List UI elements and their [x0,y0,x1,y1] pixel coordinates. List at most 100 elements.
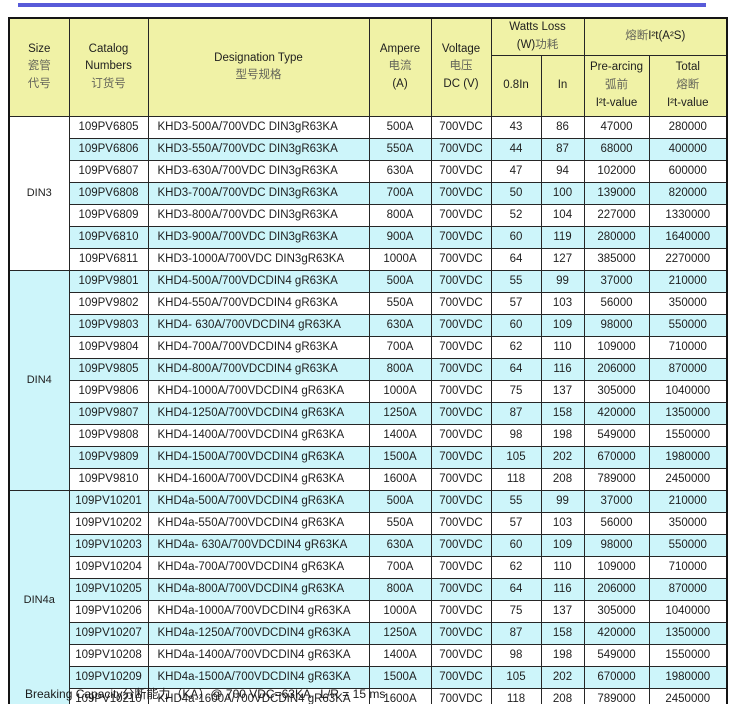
cell-ampere: 1400A [368,423,432,447]
cell-total-i2t: 1980000 [648,665,728,689]
cell-watts-08in: 62 [490,335,542,359]
col-header-catalog: Catalog Numbers 订货号 [68,17,149,117]
cell-watts-08in: 52 [490,203,542,227]
cell-watts-in: 202 [540,445,585,469]
cell-ampere: 700A [368,555,432,579]
cell-voltage: 700VDC [430,313,492,337]
table-row: 109PV10205 KHD4a-800A/700VDCDIN4 gR63KA 80… [9,577,728,601]
table-row: DIN4a 109PV10201 KHD4a-500A/700VDCDIN4 gR6… [8,489,728,704]
cell-designation: KHD4-1400A/700VDCDIN4 gR63KA [147,423,370,447]
table-row: 109PV9809 KHD4-1500A/700VDCDIN4 gR63KA 150… [9,445,728,469]
cell-prearcing-i2t: 670000 [583,445,650,469]
cell-catalog: 109PV9805 [68,357,149,381]
cell-designation: KHD4a-800A/700VDCDIN4 gR63KA [147,577,370,601]
watts-loss-en: Watts Loss [509,21,566,33]
cell-prearcing-i2t: 68000 [583,137,650,161]
cell-voltage: 700VDC [430,203,492,227]
cell-prearcing-i2t: 37000 [583,269,650,293]
cell-total-i2t: 1550000 [648,643,728,667]
cell-catalog: 109PV9806 [68,379,149,403]
cell-ampere: 1250A [368,621,432,645]
cell-watts-08in: 118 [490,687,542,704]
cell-voltage: 700VDC [430,489,492,513]
cell-total-i2t: 870000 [648,577,728,601]
cell-watts-in: 202 [540,665,585,689]
cell-total-i2t: 870000 [648,357,728,381]
cell-prearcing-i2t: 47000 [583,115,650,139]
col-header-in: In [540,54,585,117]
cell-catalog: 109PV6811 [68,247,149,271]
cell-catalog: 109PV10208 [68,643,149,667]
col-header-ampere-unit: (A) [392,78,408,91]
cell-watts-08in: 60 [490,225,542,249]
cell-total-i2t: 210000 [648,489,728,513]
cell-catalog: 109PV10202 [68,511,149,535]
cell-designation: KHD3-500A/700VDC DIN3gR63KA [147,115,370,139]
cell-ampere: 1400A [368,643,432,667]
cell-ampere: 630A [368,533,432,557]
cell-voltage: 700VDC [430,621,492,645]
col-header-size-cn1: 瓷管 [27,60,51,73]
cell-total-i2t: 1640000 [648,225,728,249]
col-header-ampere-cn: 电流 [388,60,412,73]
top-accent-bar [18,3,706,7]
cell-watts-in: 103 [540,291,585,315]
cell-voltage: 700VDC [430,467,492,491]
cell-voltage: 700VDC [430,643,492,667]
cell-voltage: 700VDC [430,401,492,425]
cell-ampere: 500A [368,269,432,293]
cell-prearcing-i2t: 206000 [583,357,650,381]
cell-prearcing-i2t: 56000 [583,291,650,315]
cell-watts-in: 103 [540,511,585,535]
col-header-size-cn2: 代号 [27,78,51,91]
col-header-size: Size 瓷管 代号 [8,17,70,117]
cell-designation: KHD4-1500A/700VDCDIN4 gR63KA [147,445,370,469]
cell-watts-in: 137 [540,379,585,403]
table-row: 109PV9803 KHD4- 630A/700VDCDIN4 gR63KA 630… [9,313,728,337]
table-row: DIN4 109PV9801 KHD4-500A/700VDCDIN4 gR63KA… [8,269,728,491]
cell-watts-in: 99 [540,269,585,293]
cell-total-i2t: 1550000 [648,423,728,447]
cell-prearcing-i2t: 109000 [583,555,650,579]
cell-prearcing-i2t: 139000 [583,181,650,205]
cell-watts-08in: 57 [490,511,542,535]
cell-ampere: 700A [368,335,432,359]
cell-ampere: 550A [368,291,432,315]
cell-prearcing-i2t: 98000 [583,533,650,557]
cell-ampere: 1600A [368,467,432,491]
cell-catalog: 109PV10204 [68,555,149,579]
cell-total-i2t: 550000 [648,533,728,557]
cell-total-i2t: 600000 [648,159,728,183]
cell-watts-08in: 55 [490,269,542,293]
cell-watts-08in: 57 [490,291,542,315]
cell-prearcing-i2t: 549000 [583,423,650,447]
cell-prearcing-i2t: 280000 [583,225,650,249]
cell-total-i2t: 550000 [648,313,728,337]
group-size-cell: DIN3 [8,115,70,271]
table-row: 109PV6807 KHD3-630A/700VDC DIN3gR63KA 630A… [9,159,728,183]
cell-watts-in: 109 [540,313,585,337]
cell-total-i2t: 400000 [648,137,728,161]
cell-voltage: 700VDC [430,555,492,579]
cell-total-i2t: 1980000 [648,445,728,469]
cell-designation: KHD4a-1500A/700VDCDIN4 gR63KA [147,665,370,689]
cell-voltage: 700VDC [430,577,492,601]
total-en: Total [675,60,700,73]
col-header-designation: Designation Type 型号规格 [147,17,370,117]
table-row: 109PV6810 KHD3-900A/700VDC DIN3gR63KA 900A… [9,225,728,249]
cell-ampere: 700A [368,181,432,205]
cell-watts-in: 198 [540,423,585,447]
cell-watts-08in: 55 [490,489,542,513]
cell-watts-in: 119 [540,225,585,249]
breaking-capacity-note: Breaking Capacity分断能力（KA）@ 700 VDC=63KA … [25,687,386,701]
cell-catalog: 109PV9801 [68,269,149,293]
cell-voltage: 700VDC [430,159,492,183]
cell-designation: KHD4-1000A/700VDCDIN4 gR63KA [147,379,370,403]
table-row: DIN3 109PV6805 KHD3-500A/700VDC DIN3gR63KA… [8,115,728,271]
cell-ampere: 500A [368,489,432,513]
cell-watts-08in: 118 [490,467,542,491]
cell-prearcing-i2t: 37000 [583,489,650,513]
cell-designation: KHD4a-1250A/700VDCDIN4 gR63KA [147,621,370,645]
table-body: DIN3 109PV6805 KHD3-500A/700VDC DIN3gR63KA… [8,115,728,704]
pre-arcing-value: I²t-value [595,96,638,109]
